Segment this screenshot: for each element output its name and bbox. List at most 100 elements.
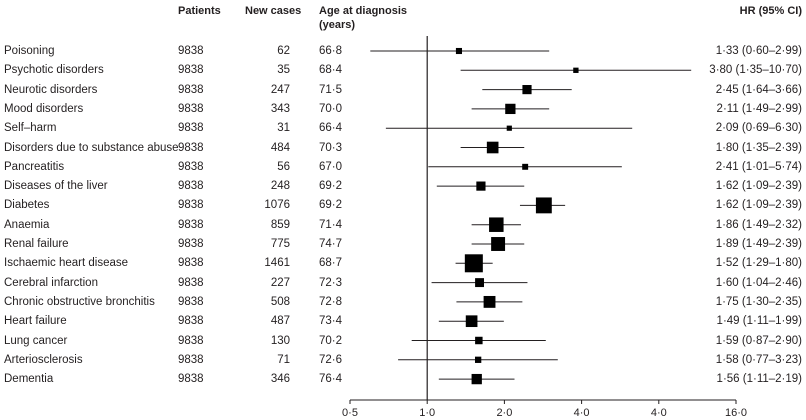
row-new-cases: 130 — [270, 334, 290, 347]
row-hr-text: 1·49 (1·11–1·99) — [716, 315, 802, 328]
hr-point — [522, 85, 532, 95]
row-hr-text: 1·62 (1·09–2·39) — [715, 180, 802, 193]
row-age: 73·4 — [319, 315, 343, 328]
hr-point — [491, 237, 506, 251]
row-new-cases: 62 — [277, 45, 290, 57]
row-age: 71·4 — [319, 218, 343, 231]
row-new-cases: 56 — [277, 160, 290, 173]
header-new-cases: New cases — [245, 5, 302, 17]
row-label: Mood disorders — [4, 102, 84, 115]
hr-point — [483, 295, 496, 308]
row-new-cases: 859 — [270, 218, 290, 231]
row-new-cases: 248 — [270, 180, 290, 193]
hr-point — [489, 217, 504, 232]
row-label: Dementia — [4, 373, 54, 386]
header-age-line2: (years) — [319, 19, 356, 31]
hr-point — [455, 47, 463, 55]
row-patients: 9838 — [178, 238, 204, 250]
header-hr: HR (95% CI) — [739, 5, 802, 17]
row-patients: 9838 — [178, 218, 204, 231]
row-hr-text: 1·62 (1·09–2·39) — [715, 199, 802, 212]
row-patients: 9838 — [178, 122, 204, 135]
row-label: Psychotic disorders — [4, 64, 104, 77]
row-new-cases: 343 — [270, 102, 290, 115]
row-hr-text: 1·52 (1·29–1·80) — [715, 257, 802, 270]
header-age-line1: Age at diagnosis — [319, 5, 408, 17]
row-label: Self–harm — [4, 122, 57, 135]
row-new-cases: 71 — [277, 353, 290, 366]
x-tick-label: 2·0 — [496, 407, 512, 419]
row-age: 72·3 — [319, 276, 343, 289]
row-hr-text: 1·86 (1·49–2·32) — [715, 218, 802, 231]
row-age: 69·2 — [319, 180, 343, 193]
hr-point — [474, 356, 482, 363]
row-patients: 9838 — [178, 141, 204, 154]
row-hr-text: 1·56 (1·11–2·19) — [716, 373, 802, 386]
row-patients: 9838 — [178, 334, 204, 347]
row-age: 70·3 — [319, 141, 343, 154]
row-new-cases: 35 — [277, 64, 290, 77]
row-hr-text: 1·80 (1·35–2·39) — [715, 141, 802, 154]
row-patients: 9838 — [178, 199, 204, 212]
hr-point — [486, 141, 499, 154]
row-hr-text: 3·80 (1·35–10·70) — [709, 64, 802, 77]
row-hr-text: 2·11 (1·49–2·99) — [716, 102, 802, 115]
x-tick-label: 1·0 — [419, 407, 435, 419]
x-tick-label: 4·0 — [651, 407, 667, 419]
x-tick-label: 16·0 — [725, 407, 747, 419]
row-age: 74·7 — [319, 238, 343, 250]
hr-point — [522, 163, 529, 170]
row-age: 68·4 — [319, 64, 343, 77]
row-new-cases: 346 — [270, 373, 290, 386]
row-new-cases: 1461 — [264, 257, 290, 270]
row-new-cases: 1076 — [264, 199, 290, 212]
row-patients: 9838 — [178, 373, 204, 386]
row-label: Anaemia — [4, 218, 50, 231]
row-age: 72·6 — [319, 353, 343, 366]
row-patients: 9838 — [178, 180, 204, 193]
row-patients: 9838 — [178, 353, 204, 366]
row-age: 70·2 — [319, 334, 343, 347]
row-new-cases: 31 — [277, 122, 290, 135]
row-age: 67·0 — [319, 160, 343, 173]
row-patients: 9838 — [178, 102, 204, 115]
row-new-cases: 247 — [270, 83, 290, 96]
row-label: Neurotic disorders — [4, 83, 98, 96]
row-age: 72·8 — [319, 295, 343, 308]
hr-point — [475, 278, 485, 288]
row-label: Pancreatitis — [4, 160, 65, 173]
row-age: 70·0 — [319, 102, 343, 115]
row-new-cases: 487 — [270, 315, 290, 328]
row-patients: 9838 — [178, 276, 204, 289]
row-hr-text: 2·09 (0·69–6·30) — [715, 122, 802, 135]
row-label: Cerebral infarction — [4, 276, 98, 289]
row-label: Diabetes — [4, 199, 50, 212]
row-label: Renal failure — [4, 238, 69, 250]
row-hr-text: 1·33 (0·60–2·99) — [715, 45, 802, 57]
hr-point — [465, 315, 478, 328]
hr-point — [506, 125, 512, 131]
hr-point — [505, 103, 516, 115]
row-patients: 9838 — [178, 315, 204, 328]
row-new-cases: 775 — [270, 238, 290, 250]
hr-point — [464, 254, 483, 273]
hr-point — [471, 373, 482, 385]
row-hr-text: 1·58 (0·77–3·23) — [715, 353, 802, 366]
row-label: Arteriosclerosis — [4, 353, 83, 366]
row-patients: 9838 — [178, 45, 204, 57]
hr-point — [475, 336, 483, 345]
row-new-cases: 227 — [270, 276, 290, 289]
row-patients: 9838 — [178, 257, 204, 270]
row-patients: 9838 — [178, 295, 204, 308]
row-age: 69·2 — [319, 199, 343, 212]
x-tick-label: 0·5 — [342, 407, 358, 419]
row-label: Lung cancer — [4, 334, 68, 347]
row-hr-text: 1·59 (0·87–2·90) — [715, 334, 802, 347]
row-new-cases: 484 — [270, 141, 290, 154]
row-age: 76·4 — [319, 373, 343, 386]
row-label: Chronic obstructive bronchitis — [4, 295, 155, 308]
row-hr-text: 1·60 (1·04–2·46) — [715, 276, 802, 289]
row-label: Diseases of the liver — [4, 180, 108, 193]
row-patients: 9838 — [178, 64, 204, 77]
